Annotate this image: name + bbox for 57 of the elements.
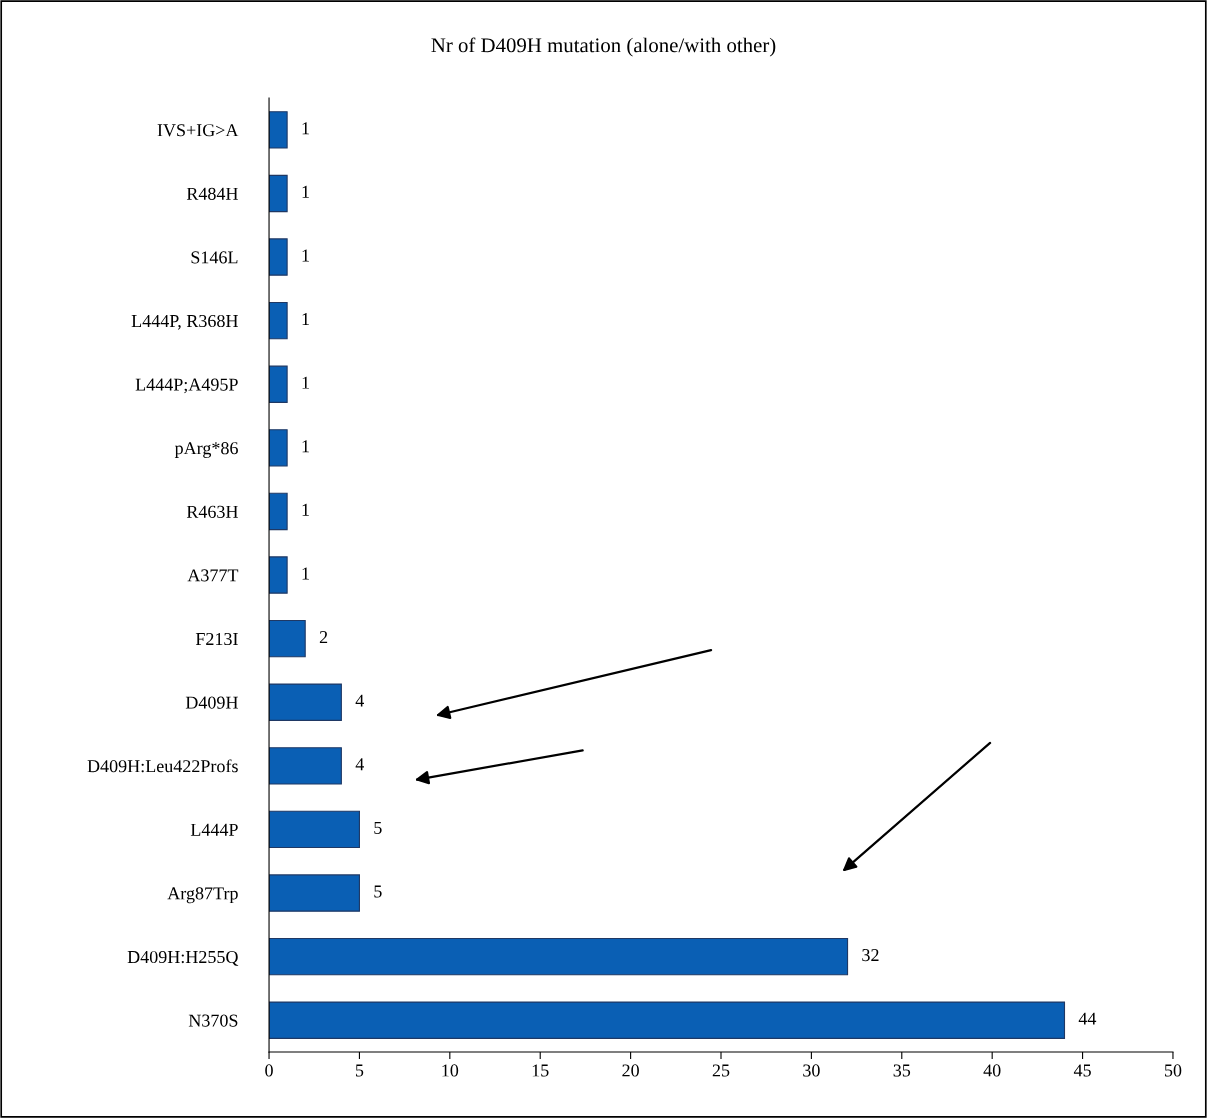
x-tick-label: 15 <box>532 1064 549 1077</box>
y-tick-label: R484H <box>186 187 238 200</box>
y-tick-label: S146L <box>191 251 238 264</box>
data-label: 5 <box>374 885 382 898</box>
y-tick-label: D409H <box>185 696 238 709</box>
y-tick-label: L444P, R368H <box>131 314 238 330</box>
data-label: 4 <box>355 694 364 707</box>
data-label: 5 <box>374 821 382 834</box>
bar <box>269 683 342 721</box>
data-label: 44 <box>1078 1012 1097 1025</box>
x-tick-label: 0 <box>265 1064 273 1077</box>
bar <box>269 619 306 658</box>
data-label: 1 <box>302 503 309 516</box>
y-tick-label: D409H:H255Q <box>127 950 239 966</box>
x-tick-label: 35 <box>893 1064 911 1077</box>
data-label: 1 <box>302 376 309 389</box>
y-tick-label: D409H:Leu422Profs <box>87 759 238 773</box>
y-tick-label: A377T <box>187 569 239 582</box>
bar <box>269 937 849 976</box>
bar <box>269 174 288 213</box>
bar <box>269 492 288 531</box>
data-label: 4 <box>355 758 364 771</box>
x-tick-label: 10 <box>442 1064 459 1077</box>
data-label: 2 <box>319 631 328 643</box>
y-tick-label: IVS+IG>A <box>157 124 239 137</box>
chart-title: Nr of D409H mutation (alone/with other) <box>431 37 776 57</box>
bar <box>269 556 288 594</box>
x-tick-label: 30 <box>803 1064 820 1077</box>
bar <box>269 429 288 467</box>
y-tick-label: N370S <box>188 1014 238 1027</box>
x-tick-label: 5 <box>355 1064 364 1077</box>
data-label: 1 <box>302 249 309 262</box>
y-tick-label: F213I <box>195 632 238 646</box>
x-tick-label: 50 <box>1164 1064 1182 1077</box>
bar <box>269 238 288 276</box>
y-tick-label: Arg87Trp <box>167 887 238 904</box>
y-tick-label: L444P;A495P <box>135 378 238 394</box>
data-label: 1 <box>302 440 309 453</box>
x-tick-label: 20 <box>622 1064 639 1077</box>
x-tick-label: 45 <box>1073 1064 1091 1077</box>
bar <box>269 365 288 403</box>
data-label: 32 <box>862 949 879 962</box>
bar <box>269 301 288 340</box>
y-tick-label: L444P <box>190 823 238 836</box>
bar <box>269 111 288 149</box>
data-label: 1 <box>302 567 309 580</box>
bar <box>269 1001 1066 1039</box>
data-label: 1 <box>302 185 309 198</box>
data-label: 1 <box>302 122 309 135</box>
bar <box>269 810 360 849</box>
x-tick-label: 40 <box>983 1064 1001 1077</box>
x-tick-label: 25 <box>712 1064 730 1077</box>
bar <box>269 874 360 912</box>
bar <box>269 747 342 785</box>
y-tick-label: R463H <box>186 505 238 518</box>
data-label: 1 <box>302 313 309 325</box>
y-tick-label: pArg*86 <box>174 442 238 458</box>
